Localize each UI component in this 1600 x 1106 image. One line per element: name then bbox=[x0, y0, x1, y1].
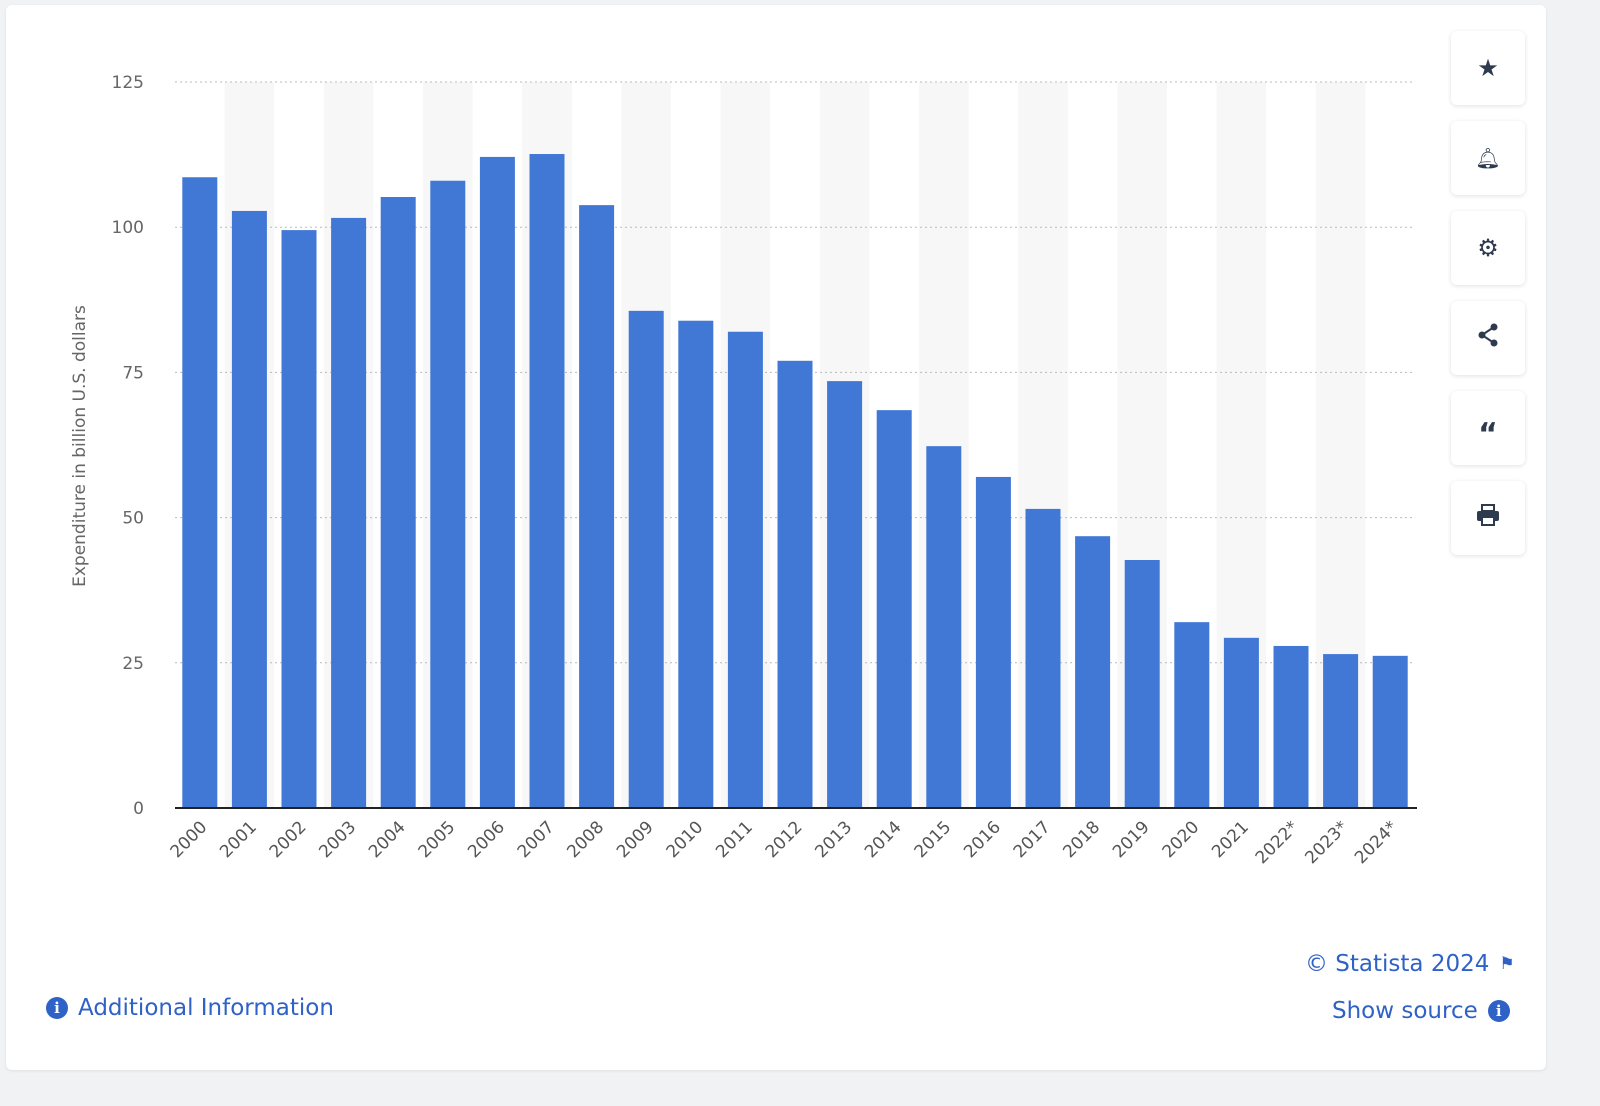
x-tick-label: 2019 bbox=[1109, 817, 1154, 862]
bar bbox=[975, 476, 1011, 808]
bar bbox=[1025, 508, 1061, 808]
bar bbox=[1223, 637, 1259, 808]
bar bbox=[231, 210, 267, 808]
flag-icon: ⚑ bbox=[1499, 954, 1515, 974]
copyright-text: © Statista 2024 bbox=[1305, 951, 1490, 977]
x-tick-label: 2006 bbox=[464, 817, 509, 862]
gear-icon: ⚙ bbox=[1477, 234, 1499, 262]
bar bbox=[1273, 645, 1309, 808]
bar bbox=[430, 180, 466, 809]
bar bbox=[529, 154, 565, 809]
x-tick-label: 2005 bbox=[415, 817, 460, 862]
bar bbox=[727, 331, 763, 808]
bar bbox=[926, 446, 962, 808]
x-tick-label: 2013 bbox=[811, 817, 856, 862]
x-tick-label: 2011 bbox=[712, 817, 757, 862]
star-icon: ★ bbox=[1477, 54, 1499, 82]
x-tick-label: 2016 bbox=[960, 817, 1005, 862]
bar bbox=[1124, 559, 1160, 808]
bell-icon: 🔔︎ bbox=[1475, 146, 1501, 170]
additional-information-link[interactable]: i Additional Information bbox=[46, 995, 334, 1021]
cite-button[interactable]: “ bbox=[1451, 391, 1525, 465]
bar bbox=[628, 310, 664, 808]
y-tick-label: 100 bbox=[112, 218, 144, 238]
show-source-link[interactable]: Show source i bbox=[1332, 998, 1510, 1024]
show-source-text: Show source bbox=[1332, 998, 1478, 1024]
x-tick-label: 2024* bbox=[1351, 817, 1402, 868]
y-tick-label: 50 bbox=[122, 509, 144, 529]
x-tick-label: 2023* bbox=[1301, 817, 1352, 868]
bar bbox=[1323, 654, 1359, 808]
share-icon bbox=[1477, 323, 1499, 353]
y-axis-label: Expenditure in billion U.S. dollars bbox=[70, 305, 90, 587]
bar bbox=[777, 360, 813, 808]
print-button[interactable] bbox=[1451, 481, 1525, 555]
y-tick-label: 25 bbox=[122, 654, 144, 674]
info-icon: i bbox=[46, 997, 68, 1019]
bar bbox=[579, 205, 615, 809]
favorite-button[interactable]: ★ bbox=[1451, 31, 1525, 105]
notification-button[interactable]: 🔔︎ bbox=[1451, 121, 1525, 195]
y-tick-label: 75 bbox=[122, 363, 144, 383]
x-tick-label: 2014 bbox=[861, 817, 906, 862]
x-tick-label: 2007 bbox=[514, 817, 559, 862]
settings-button[interactable]: ⚙ bbox=[1451, 211, 1525, 285]
x-tick-label: 2020 bbox=[1159, 817, 1204, 862]
bar bbox=[281, 230, 317, 808]
x-tick-label: 2017 bbox=[1010, 817, 1055, 862]
x-tick-label: 2000 bbox=[167, 817, 212, 862]
bar bbox=[380, 196, 416, 808]
bar bbox=[1372, 655, 1408, 808]
print-icon bbox=[1476, 504, 1500, 532]
x-tick-label: 2015 bbox=[911, 817, 956, 862]
copyright-link[interactable]: © Statista 2024 ⚑ bbox=[1305, 951, 1515, 977]
x-tick-label: 2002 bbox=[266, 817, 311, 862]
info-icon: i bbox=[1487, 1000, 1510, 1022]
y-tick-label: 0 bbox=[133, 799, 144, 819]
bar bbox=[1075, 536, 1111, 808]
x-tick-label: 2010 bbox=[663, 817, 708, 862]
quote-icon: “ bbox=[1478, 416, 1498, 452]
bar bbox=[876, 410, 912, 808]
bar bbox=[678, 320, 714, 808]
y-tick-label: 125 bbox=[112, 73, 144, 93]
bar bbox=[479, 156, 515, 808]
x-tick-label: 2012 bbox=[762, 817, 807, 862]
x-tick-label: 2008 bbox=[563, 817, 608, 862]
additional-information-text: Additional Information bbox=[78, 995, 334, 1021]
x-tick-label: 2018 bbox=[1059, 817, 1104, 862]
x-tick-label: 2003 bbox=[315, 817, 360, 862]
x-tick-label: 2021 bbox=[1208, 817, 1253, 862]
bar bbox=[827, 381, 863, 808]
bar bbox=[182, 177, 218, 808]
x-tick-label: 2009 bbox=[613, 817, 658, 862]
x-tick-label: 2004 bbox=[365, 817, 410, 862]
x-tick-label: 2001 bbox=[216, 817, 261, 862]
bar bbox=[331, 217, 367, 808]
x-tick-label: 2022* bbox=[1252, 817, 1303, 868]
bar bbox=[1174, 622, 1210, 808]
share-button[interactable] bbox=[1451, 301, 1525, 375]
